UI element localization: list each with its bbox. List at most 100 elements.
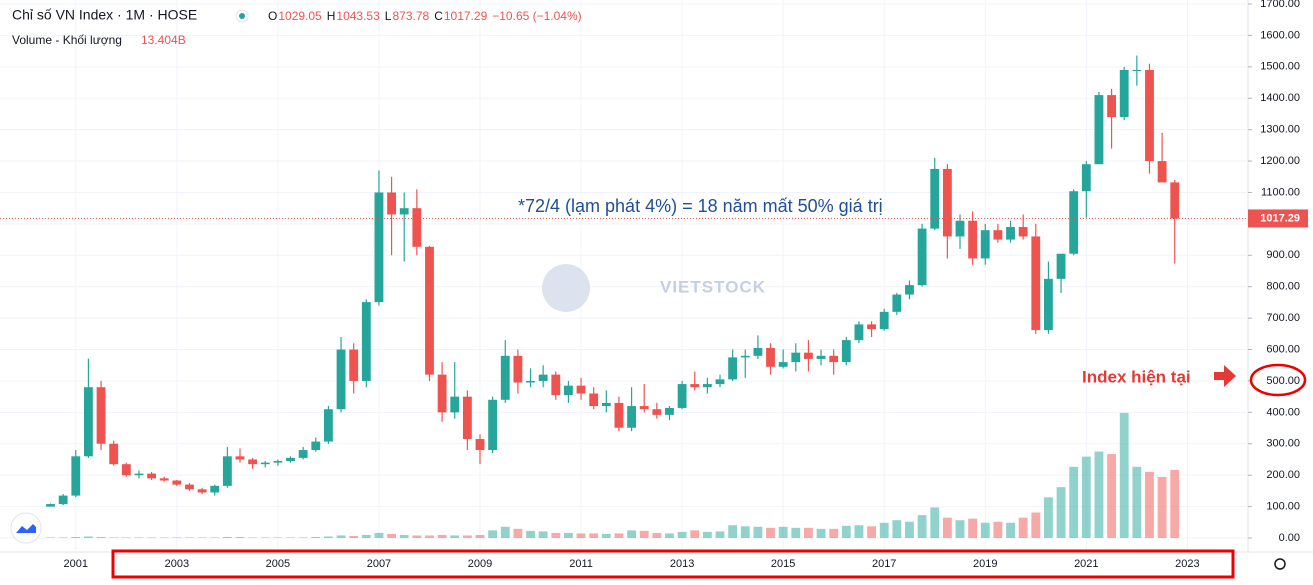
- x-tick-label: 2013: [670, 558, 694, 570]
- candle-body: [576, 385, 586, 394]
- ohlc-key: C: [434, 9, 443, 23]
- volume-bar: [96, 536, 106, 538]
- candle-body: [538, 374, 548, 381]
- volume-bar: [1119, 412, 1129, 538]
- y-tick-label: 700.00: [1266, 312, 1300, 324]
- status-dot: [239, 13, 245, 19]
- volume-bar: [538, 531, 548, 538]
- y-tick-label: 400.00: [1266, 406, 1300, 418]
- volume-bar: [121, 537, 131, 538]
- volume-bar: [589, 533, 599, 538]
- candle-body: [248, 459, 258, 465]
- x-tick-label: 2007: [367, 558, 391, 570]
- volume-bar: [235, 536, 245, 538]
- x-tick-label: 2005: [266, 558, 290, 570]
- candle-body: [930, 168, 940, 229]
- tv-logo: [10, 512, 42, 544]
- highlight-box: [111, 549, 1235, 579]
- volume-bar: [665, 533, 674, 538]
- volume-bar: [361, 534, 371, 538]
- volume-bar: [1018, 517, 1028, 538]
- candle-body: [879, 311, 889, 330]
- y-tick-label: 1600.00: [1260, 29, 1300, 41]
- volume-bar: [260, 537, 270, 538]
- candle-body: [84, 387, 93, 457]
- candle-body: [526, 380, 535, 383]
- tv-logo-mark: [16, 524, 36, 533]
- legend: Chỉ số VN Index · 1M · HOSE O 1029.05 H 104…: [12, 7, 582, 47]
- volume-bar: [854, 525, 864, 538]
- candle-body: [955, 220, 965, 237]
- candle-body: [917, 228, 927, 286]
- candle-body: [46, 504, 55, 507]
- candle-body: [829, 355, 839, 363]
- volume-bar: [109, 537, 119, 538]
- volume-bar: [614, 533, 624, 538]
- symbol: Chỉ số VN Index · 1M · HOSE: [12, 7, 197, 23]
- volume-bar: [791, 527, 801, 538]
- volume-bar: [286, 537, 295, 538]
- change: −10.65 (−1.04%): [492, 9, 581, 23]
- candle-body: [778, 362, 788, 367]
- x-tick-label: 2015: [771, 558, 795, 570]
- candle-body: [500, 355, 510, 400]
- x-tick-label: 2017: [872, 558, 896, 570]
- volume-bar: [58, 537, 68, 538]
- x-tick-label: 2023: [1175, 558, 1199, 570]
- candle-body: [324, 409, 333, 442]
- ohlc-value: 1043.53: [336, 9, 380, 23]
- volume-bar: [980, 522, 990, 538]
- candle-body: [336, 349, 346, 410]
- candle-body: [513, 355, 523, 383]
- volume-bar: [993, 521, 1003, 538]
- volume-bar: [702, 531, 712, 538]
- candle-body: [1069, 191, 1079, 254]
- candle-body: [1056, 253, 1066, 279]
- candle-body: [892, 294, 902, 312]
- candle-body: [172, 480, 182, 485]
- candle-body: [791, 352, 801, 363]
- candle-body: [197, 489, 207, 493]
- volume-bar: [816, 528, 826, 538]
- volume-bar: [1145, 471, 1154, 538]
- candle-body: [1006, 227, 1015, 240]
- volume-bar: [159, 537, 169, 538]
- volume-bar: [1132, 466, 1142, 538]
- settings-icon[interactable]: [1274, 558, 1286, 570]
- y-tick-label: 0.00: [1279, 532, 1300, 544]
- volume-bar: [942, 517, 952, 538]
- volume-bar: [740, 526, 750, 538]
- candle-body: [437, 374, 447, 413]
- candle-body: [980, 230, 990, 259]
- ohlc-key: H: [327, 9, 336, 23]
- candle-body: [905, 285, 914, 295]
- volume-bar: [551, 532, 561, 538]
- volume-bar: [829, 528, 839, 538]
- candle-body: [614, 402, 624, 428]
- candle-body: [387, 192, 396, 215]
- volume-bar: [336, 535, 346, 538]
- y-tick-label: 1100.00: [1261, 186, 1300, 198]
- volume-bar: [766, 527, 775, 538]
- candle-body: [222, 456, 232, 486]
- ohlc-value: 873.78: [392, 9, 429, 23]
- y-tick-label: 200.00: [1266, 469, 1300, 481]
- candle-body: [134, 473, 144, 476]
- ohlc-value: 1029.05: [278, 9, 322, 23]
- volume-bar: [185, 537, 194, 538]
- volume-bar: [917, 515, 927, 538]
- volume-bar: [639, 530, 649, 538]
- volume-bar: [1107, 454, 1116, 538]
- axes: 0.00 100.00 200.00 300.00 400.00 500.00 600.00…: [0, 0, 1308, 570]
- y-tick-label: 500.00: [1266, 375, 1300, 387]
- last-price-label: 1017.29: [1260, 212, 1300, 224]
- volume-bar: [399, 534, 409, 538]
- volume-bar: [804, 527, 813, 538]
- volume-bar: [677, 531, 687, 538]
- candle-body: [298, 450, 308, 458]
- candle-body: [311, 441, 321, 451]
- highlight-ellipse: [1249, 363, 1307, 397]
- volume-bar: [652, 532, 662, 538]
- candle-body: [968, 220, 978, 259]
